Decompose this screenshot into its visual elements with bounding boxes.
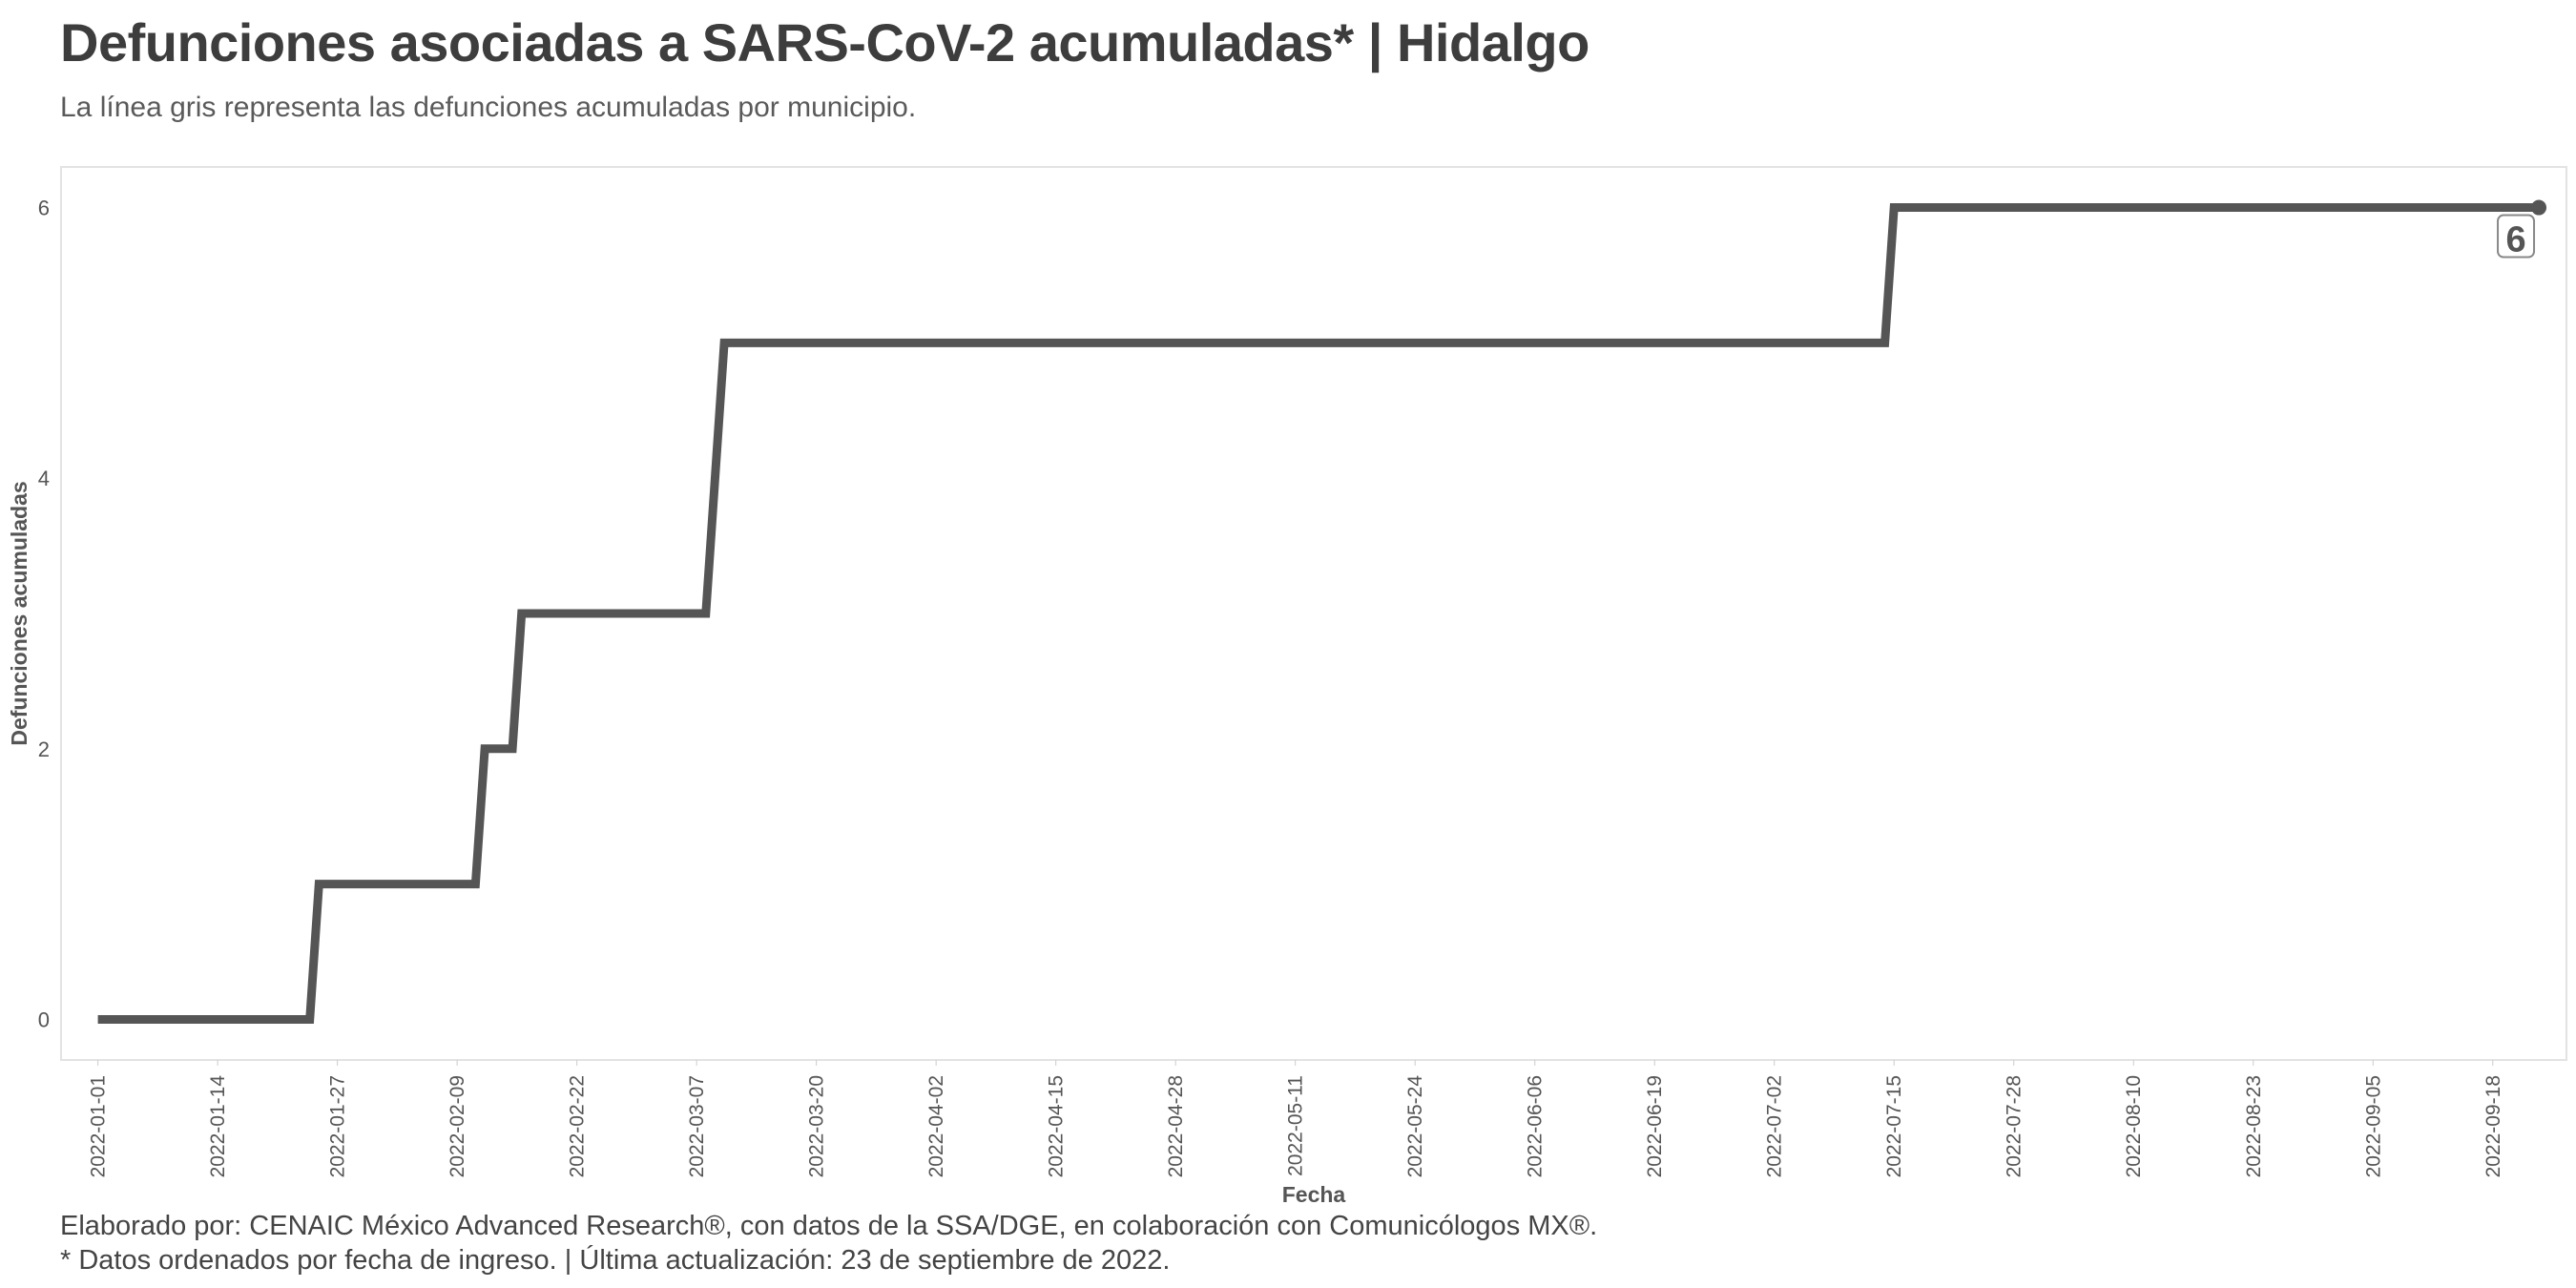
x-tick-label: 2022-06-19 [1644, 1075, 1666, 1177]
x-tick-label: 2022-02-09 [447, 1075, 468, 1177]
y-tick-label: 4 [38, 467, 50, 490]
x-tick-label: 2022-08-23 [2243, 1075, 2265, 1177]
x-tick-label: 2022-06-06 [1525, 1075, 1547, 1177]
x-tick-label: 2022-01-27 [327, 1075, 349, 1177]
x-tick-label: 2022-07-28 [2004, 1075, 2025, 1177]
x-tick-label: 2022-04-02 [925, 1075, 947, 1177]
x-axis-title: Fecha [1282, 1182, 1346, 1207]
x-tick-label: 2022-04-15 [1046, 1075, 1068, 1177]
x-tick-label: 2022-09-05 [2362, 1075, 2384, 1177]
x-tick-label: 2022-04-28 [1165, 1075, 1187, 1177]
y-axis-title: Defunciones acumuladas [7, 481, 31, 745]
x-axis: 2022-01-01 2022-01-14 2022-01-27 2022-02-09… [88, 1060, 2504, 1177]
series-end-point [2531, 199, 2547, 216]
series-line [97, 203, 2539, 1024]
end-value-label: 6 [2505, 220, 2525, 260]
end-label-box [2497, 214, 2536, 259]
x-tick-label: 2022-07-02 [1764, 1075, 1786, 1177]
chart-title: Defunciones asociadas a SARS-CoV-2 acumu… [60, 12, 1589, 73]
x-tick-label: 2022-05-11 [1285, 1075, 1307, 1176]
y-tick-label: 6 [38, 197, 50, 220]
plot-panel [60, 166, 2567, 1061]
x-tick-label: 2022-03-07 [686, 1075, 708, 1177]
x-tick-label: 2022-07-15 [1883, 1075, 1905, 1177]
x-tick-label: 2022-03-20 [806, 1075, 828, 1177]
x-tick-label: 2022-01-01 [88, 1075, 110, 1177]
x-tick-label: 2022-09-18 [2483, 1075, 2504, 1177]
note-caption: * Datos ordenados por fecha de ingreso. … [60, 1245, 1171, 1276]
source-caption: Elaborado por: CENAIC México Advanced Re… [60, 1211, 1598, 1241]
x-tick-label: 2022-01-14 [207, 1075, 229, 1178]
x-tick-label: 2022-02-22 [567, 1075, 589, 1177]
x-tick-label: 2022-08-10 [2123, 1075, 2145, 1177]
y-tick-label: 2 [38, 737, 50, 761]
x-tick-label: 2022-05-24 [1404, 1075, 1426, 1178]
y-axis: 0 2 4 6 [38, 197, 50, 1032]
y-tick-label: 0 [38, 1008, 50, 1031]
chart-subtitle: La línea gris representa las defunciones… [60, 92, 917, 123]
